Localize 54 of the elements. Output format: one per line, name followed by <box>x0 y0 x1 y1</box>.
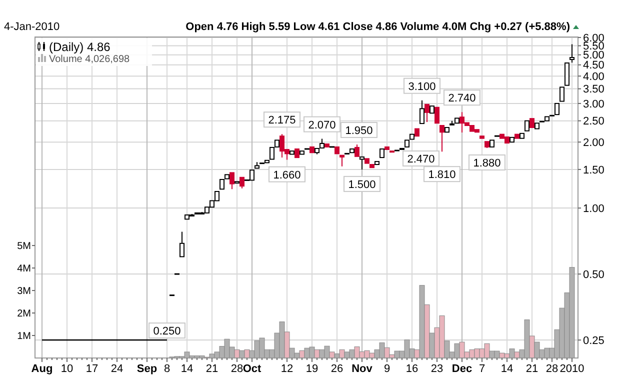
x-tick-label: 14 <box>500 363 514 375</box>
y-tick-label: 2.50 <box>583 116 604 128</box>
annotation: 1.660 <box>273 169 301 182</box>
x-tick-label: 24 <box>110 363 124 375</box>
annotation: 1.500 <box>348 178 376 191</box>
x-tick-label: 14 <box>180 363 194 375</box>
x-tick-label: Oct <box>242 363 262 375</box>
y-tick-label: 0.25 <box>583 334 604 347</box>
annotation: 1.880 <box>473 157 501 170</box>
y2-tick-label: 5M <box>17 241 31 252</box>
x-tick-label: 10 <box>60 363 74 375</box>
x-tick-label: 12 <box>280 363 294 375</box>
y-tick-label: 4.50 <box>583 60 604 72</box>
x-tick-label: 28 <box>230 363 244 375</box>
y-tick-label: 0.50 <box>583 268 604 281</box>
x-tick-label: 9 <box>384 363 390 375</box>
annotation: 2.470 <box>407 153 435 166</box>
annotation: 1.810 <box>428 169 456 182</box>
x-tick-label: 21 <box>206 363 218 375</box>
x-tick-label: 23 <box>430 363 444 375</box>
annotation: 2.740 <box>448 92 476 105</box>
y2-tick-label: 2M <box>17 308 31 320</box>
y-tick-label: 3.50 <box>583 84 604 96</box>
x-tick-label: 7 <box>478 363 486 375</box>
y-tick-label: 1.50 <box>583 164 604 176</box>
legend-label: Volume 4,026,698 <box>49 54 130 65</box>
x-tick-label: 19 <box>306 363 318 375</box>
y-tick-label: 1.00 <box>583 202 604 215</box>
y2-tick-label: 4M <box>17 264 31 275</box>
x-tick-label: Aug <box>31 363 53 375</box>
chart-subtitle: 4-Jan-2010 <box>4 21 60 33</box>
x-tick-label: 17 <box>86 363 98 375</box>
y-tick-label: 5.00 <box>583 50 604 62</box>
x-tick-label: 26 <box>330 363 344 375</box>
y-tick-label: 4.00 <box>583 70 604 83</box>
annotation: 2.070 <box>308 119 336 132</box>
legend-label: (Daily) 4.86 <box>49 40 111 54</box>
x-tick-label: 16 <box>406 363 418 375</box>
annotation: 3.100 <box>408 80 436 93</box>
y2-tick-label: 3M <box>17 286 31 298</box>
x-tick-label: Sep <box>136 363 158 375</box>
y2-tick-label: 1M <box>17 331 31 342</box>
annotation: 2.175 <box>268 114 296 127</box>
text: Open 4.76 High 5.59 Low 4.61 Close 4.86 Volume 4.0M Chg +0.27 (+5.88%) <box>186 21 570 33</box>
annotation: 1.950 <box>345 124 373 137</box>
y-tick-label: 3.00 <box>583 98 604 110</box>
x-tick-label: 28 <box>546 363 558 375</box>
x-tick-label: 8 <box>164 363 170 375</box>
x-tick-label: 2010 <box>560 363 584 375</box>
x-tick-label: Dec <box>452 363 472 375</box>
y-tick-label: 2.00 <box>583 136 604 149</box>
annotation: 0.250 <box>153 326 181 338</box>
x-tick-label: 21 <box>526 363 538 375</box>
x-tick-label: Nov <box>352 363 374 375</box>
